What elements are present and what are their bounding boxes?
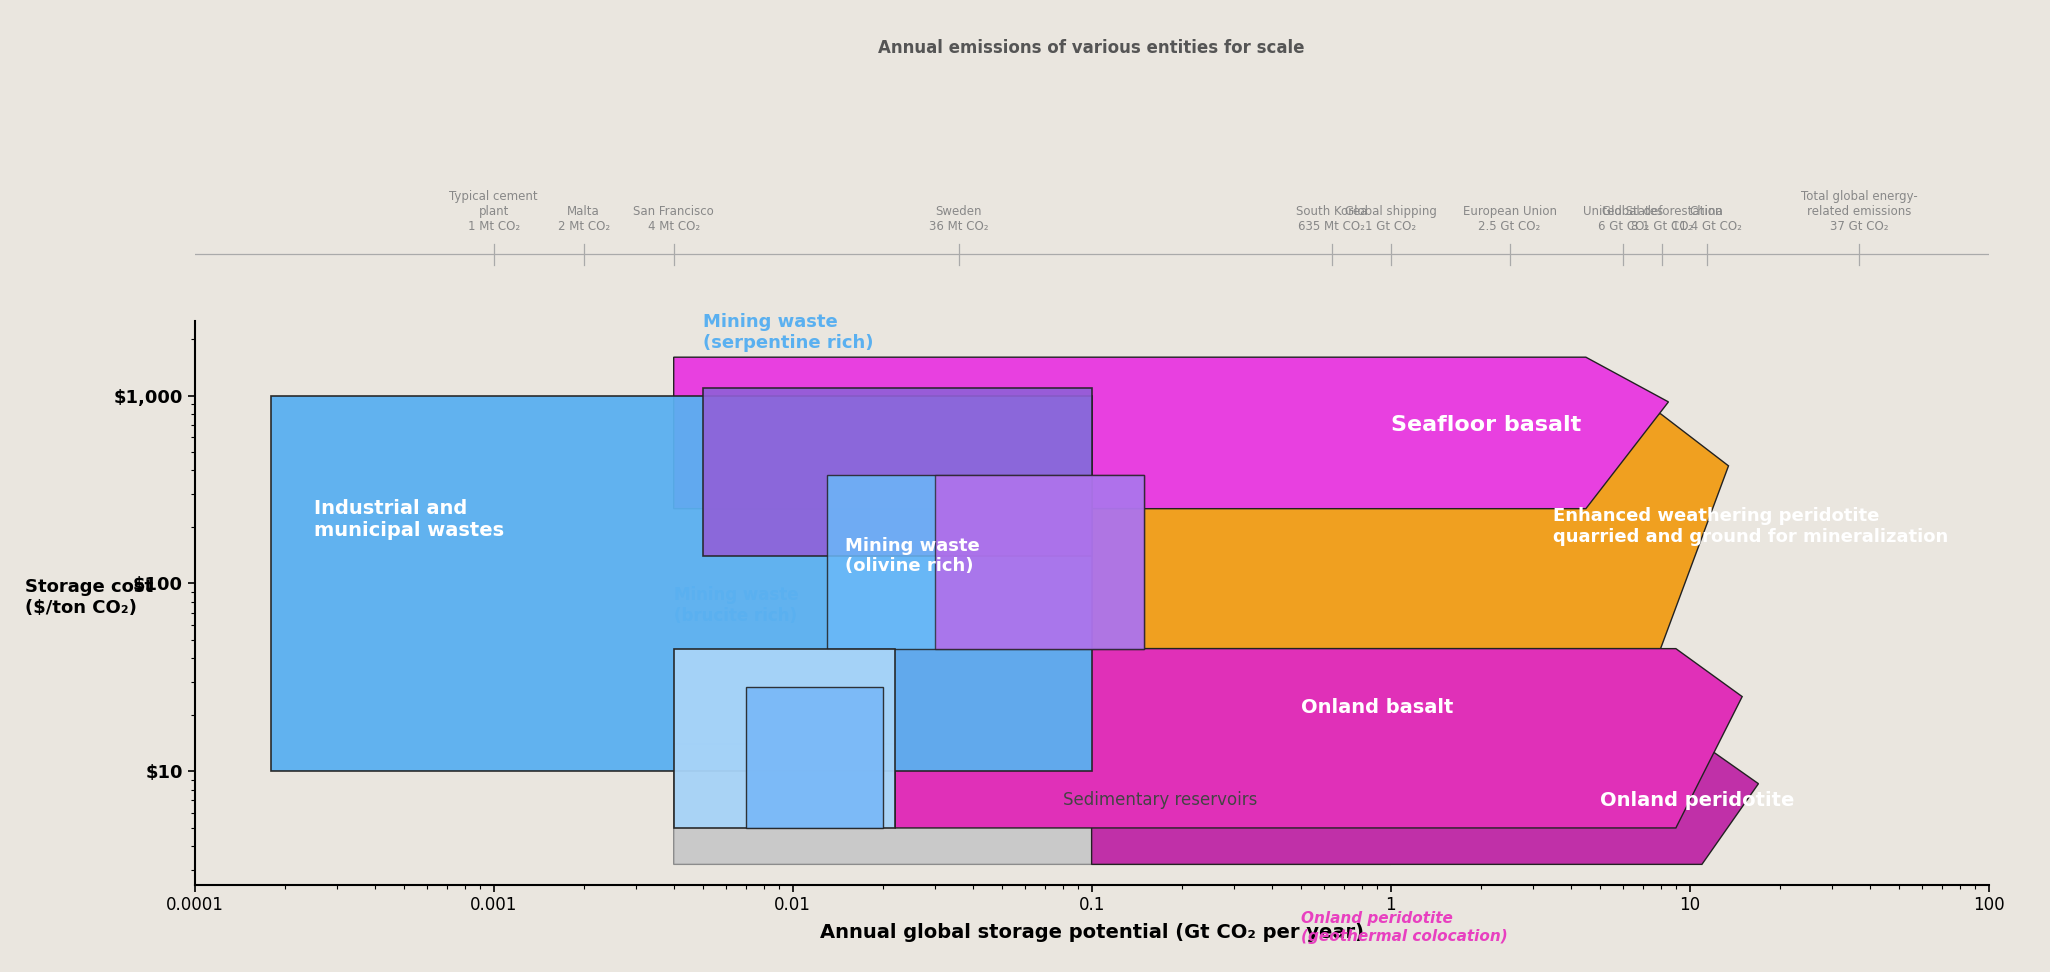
- Text: Storage cost
($/ton CO₂): Storage cost ($/ton CO₂): [25, 578, 152, 617]
- Bar: [935, 474, 1144, 648]
- Text: Mining waste
(brucite rich): Mining waste (brucite rich): [674, 586, 797, 625]
- Polygon shape: [674, 744, 1468, 864]
- Text: Industrial and
municipal wastes: Industrial and municipal wastes: [314, 499, 504, 539]
- Bar: [271, 396, 1091, 772]
- Text: Global deforestation
8.1 Gt CO₂: Global deforestation 8.1 Gt CO₂: [1601, 205, 1722, 233]
- Bar: [703, 388, 1091, 556]
- Text: San Francisco
4 Mt CO₂: San Francisco 4 Mt CO₂: [633, 205, 713, 233]
- Text: Mining waste
(olivine rich): Mining waste (olivine rich): [845, 537, 980, 575]
- Bar: [826, 474, 1144, 648]
- Text: Mining waste
(serpentine rich): Mining waste (serpentine rich): [703, 313, 873, 352]
- Text: Typical cement
plant
1 Mt CO₂: Typical cement plant 1 Mt CO₂: [449, 191, 537, 233]
- Text: United States
6 Gt CO₂: United States 6 Gt CO₂: [1583, 205, 1663, 233]
- Text: Seafloor basalt: Seafloor basalt: [1390, 415, 1581, 434]
- Text: Sweden
36 Mt CO₂: Sweden 36 Mt CO₂: [929, 205, 988, 233]
- Polygon shape: [1091, 414, 1728, 648]
- Polygon shape: [674, 357, 1669, 508]
- Text: Onland peridotite: Onland peridotite: [1599, 791, 1794, 810]
- Text: Enhanced weathering peridotite
quarried and ground for mineralization: Enhanced weathering peridotite quarried …: [1554, 507, 1948, 546]
- Bar: [674, 648, 896, 828]
- Text: Annual emissions of various entities for scale: Annual emissions of various entities for…: [877, 39, 1306, 57]
- Text: South Korea
635 Mt CO₂: South Korea 635 Mt CO₂: [1296, 205, 1367, 233]
- Polygon shape: [896, 648, 1742, 828]
- Text: Malta
2 Mt CO₂: Malta 2 Mt CO₂: [558, 205, 609, 233]
- Text: Sedimentary reservoirs: Sedimentary reservoirs: [1062, 791, 1257, 810]
- Polygon shape: [1091, 744, 1759, 864]
- Text: Onland peridotite
(geothermal colocation): Onland peridotite (geothermal colocation…: [1300, 911, 1507, 944]
- Text: Global shipping
1 Gt CO₂: Global shipping 1 Gt CO₂: [1345, 205, 1437, 233]
- Text: European Union
2.5 Gt CO₂: European Union 2.5 Gt CO₂: [1462, 205, 1556, 233]
- Text: China
11.4 Gt CO₂: China 11.4 Gt CO₂: [1671, 205, 1742, 233]
- Text: Onland basalt: Onland basalt: [1300, 698, 1453, 716]
- Text: Total global energy-
related emissions
37 Gt CO₂: Total global energy- related emissions 3…: [1802, 191, 1919, 233]
- Bar: [746, 687, 884, 828]
- X-axis label: Annual global storage potential (Gt CO₂ per year): Annual global storage potential (Gt CO₂ …: [820, 922, 1363, 942]
